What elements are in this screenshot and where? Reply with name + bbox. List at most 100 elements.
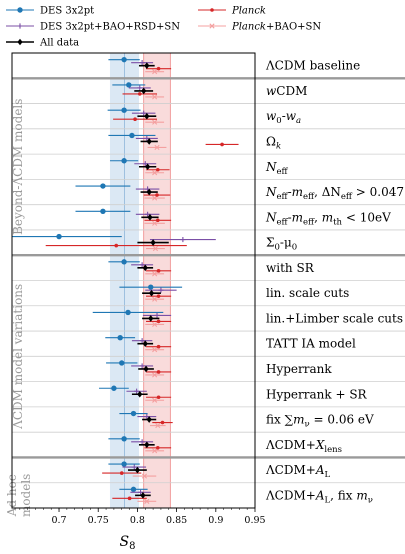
marker-circle: [121, 158, 127, 164]
marker-plus: [142, 161, 148, 167]
x-axis-label-sub: 8: [129, 541, 135, 552]
marker-diamond: [137, 390, 143, 398]
point-des-lin-scale-cuts: [119, 284, 183, 290]
marker-circle: [130, 486, 137, 493]
row-label-cdm-xlens: ΛCDM+Xlens: [265, 438, 342, 455]
marker-circle: [117, 334, 123, 341]
point-bao-0-0: [149, 236, 216, 243]
point-pbao-fix-m-0-06-ev: [149, 422, 166, 429]
row-label-lin-scale-cuts: lin. scale cuts: [266, 286, 349, 300]
row-label-wcdm: wCDM: [266, 84, 307, 98]
row-label-part: ,: [314, 210, 322, 224]
marker-circle: [129, 132, 135, 139]
point-planck-hyperrank: [146, 370, 172, 374]
point-des-neff-meff-neff-0-047: [75, 183, 131, 189]
x-axis: 0.7 0.75 0.8 0.85 0.9 0.95 S8: [19, 508, 266, 552]
point-des-cdm-xlens: [108, 436, 140, 442]
x-tick-label: 0.7: [51, 515, 66, 526]
row-label-part: X: [315, 438, 325, 452]
row-label-part: eff: [277, 167, 289, 177]
row-label-part: L: [324, 470, 330, 480]
point-des-cdm-baseline: [108, 56, 140, 63]
legend: DES 3x2pt DES 3x2pt+BAO+RSD+SN All data Pla…: [6, 6, 321, 49]
marker-circle: [125, 309, 131, 316]
point-planck-fix-m-0-06-ev: [152, 420, 173, 425]
marker-dot: [137, 92, 142, 96]
marker-circle: [126, 82, 132, 88]
marker-plus: [137, 85, 143, 91]
marker-circle: [100, 208, 106, 215]
marker-diamond: [143, 365, 149, 373]
marker-circle: [111, 385, 117, 391]
row-label-part: 0: [292, 243, 297, 253]
row-label-part: ΛCDM+: [265, 488, 316, 502]
legend-label: All data: [39, 38, 79, 49]
row-label-part: , fix: [330, 488, 356, 502]
point-all-neff-meff-neff-0-047: [140, 188, 158, 196]
point-pbao-w0-wa: [145, 119, 165, 125]
marker-cross: [152, 94, 158, 100]
marker-plus: [139, 363, 145, 369]
x-tick-label: 0.75: [88, 515, 109, 526]
point-pbao-hyperrank: [145, 372, 165, 378]
row-label-part: > 0.047: [352, 185, 404, 199]
point-des-cdm-al: [108, 461, 140, 467]
row-label-part: w: [266, 84, 277, 98]
row-label-part: eff: [277, 192, 289, 202]
group-label-line: models: [19, 474, 33, 517]
row-label-part: fix ∑: [266, 413, 294, 427]
marker-diamond: [147, 214, 153, 221]
point-planck-lin-scale-cuts: [146, 294, 172, 298]
point-planck-wcdm: [122, 92, 158, 96]
marker-plus: [131, 464, 137, 470]
row-label-part: = 0.06 eV: [310, 413, 374, 427]
marker-plus: [139, 262, 145, 268]
row-label-fix-m-0-06-ev: fix ∑mν = 0.06 eV: [266, 413, 374, 430]
row-label-cdm-al: ΛCDM+AL: [265, 463, 330, 480]
marker-circle: [121, 259, 127, 265]
group-label-ad-hoc-models: Ad hocmodels: [5, 474, 33, 518]
legend-label-part: Planck: [231, 22, 266, 33]
point-all-w0-wa: [137, 112, 157, 120]
marker-circle: [121, 107, 127, 113]
marker-cross: [144, 498, 150, 504]
marker-diamond: [145, 163, 151, 171]
point-all-cdm-al-fix-m: [135, 492, 151, 499]
row-label-part: ΛCDM baseline: [265, 59, 360, 73]
marker-cross: [152, 448, 158, 454]
x-tick-label: 0.9: [208, 515, 223, 526]
marker-cross: [152, 69, 158, 75]
point-bao-cdm-xlens: [131, 439, 154, 445]
marker-circle: [148, 284, 154, 290]
x-tick-label: 0.8: [130, 515, 145, 526]
point-des-0-0: [12, 233, 122, 240]
marker-cross: [141, 473, 148, 479]
point-des-wcdm: [112, 82, 146, 88]
point-planck-cdm-xlens: [144, 446, 172, 450]
point-pbao-cdm-al: [132, 473, 157, 479]
point-pbao-0-0: [146, 245, 165, 252]
row-label-part: Ω: [266, 134, 276, 148]
legend-item-planck-bao-sn: Planck+BAO+SN: [198, 22, 321, 33]
legend-item-planck: Planck: [198, 6, 266, 17]
point-pbao-cdm-xlens: [145, 448, 165, 454]
row-label-part: m: [293, 413, 304, 427]
group-label-beyond-cdm-models: Beyond-ΛCDM models: [11, 99, 25, 235]
marker-dot: [156, 370, 161, 374]
legend-marker: [17, 38, 23, 46]
legend-label: Planck+BAO+SN: [231, 22, 321, 33]
row-label-part: A: [315, 488, 325, 502]
point-all-k: [140, 138, 158, 145]
point-all-lin-limber-scale-cuts: [142, 315, 160, 322]
marker-dot: [156, 319, 161, 324]
marker-plus: [145, 211, 151, 217]
marker-plus: [144, 413, 150, 420]
marker-dot: [156, 395, 161, 400]
row-label-part: ν: [305, 420, 310, 430]
point-bao-neff: [134, 161, 157, 167]
row-label-hyperrank-sr: Hyperrank + SR: [266, 387, 368, 401]
marker-diamond: [134, 466, 141, 474]
marker-circle: [56, 233, 62, 240]
point-planck-tatt-ia-model: [146, 344, 172, 349]
